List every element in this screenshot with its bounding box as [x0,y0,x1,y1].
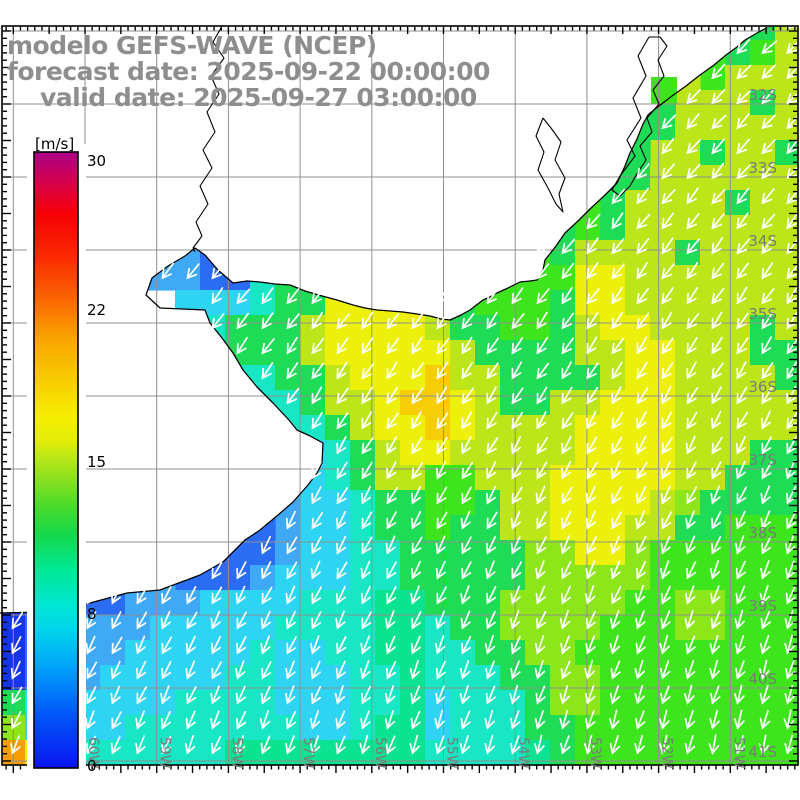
lat-label: 33S [748,159,777,177]
lagoon-wind-cell [659,104,676,117]
lat-label: 34S [748,232,777,250]
lon-label: 60W [85,737,101,769]
lon-label: 52W [659,737,675,769]
uruguay-river [192,25,225,253]
lon-label: 56W [372,737,388,769]
colorbar-tick-label: 0 [87,757,97,775]
lat-label: 40S [748,670,777,688]
lon-label: 51W [730,737,746,769]
axis-ticks [2,26,798,773]
graticule [2,26,798,765]
colorbar: [m/s] 30 22 15 8 0 [27,135,106,776]
lon-label: 57W [300,737,316,769]
lon-label: 55W [444,737,460,769]
lat-label: 37S [748,451,777,469]
colorbar-tick-label: 22 [87,301,106,319]
lon-label: 59W [157,737,173,769]
latitude-labels: 32S 33S 34S 35S 36S 37S 38S 39S 40S 41S [748,86,777,761]
lat-label: 36S [748,378,777,396]
lat-label: 32S [748,86,777,104]
lon-label: 53W [587,737,603,769]
lagoon-wind-cell [651,77,677,104]
lagoa-mirim [535,117,566,213]
land-mask [0,26,770,613]
lon-label: 58W [228,737,244,769]
lat-label: 41S [748,743,777,761]
colorbar-tick-label: 8 [87,605,97,623]
lat-label: 39S [748,597,777,615]
lon-label: 54W [515,737,531,769]
map-border [1,25,799,766]
lat-label: 35S [748,305,777,323]
colorbar-gradient [33,151,79,769]
wind-arrows [10,26,798,755]
colorbar-unit-label: [m/s] [35,135,74,153]
coastline-path [0,25,771,614]
colorbar-tick-label: 15 [87,453,106,471]
colorbar-tick-label: 30 [87,152,106,170]
lat-label: 38S [748,524,777,542]
